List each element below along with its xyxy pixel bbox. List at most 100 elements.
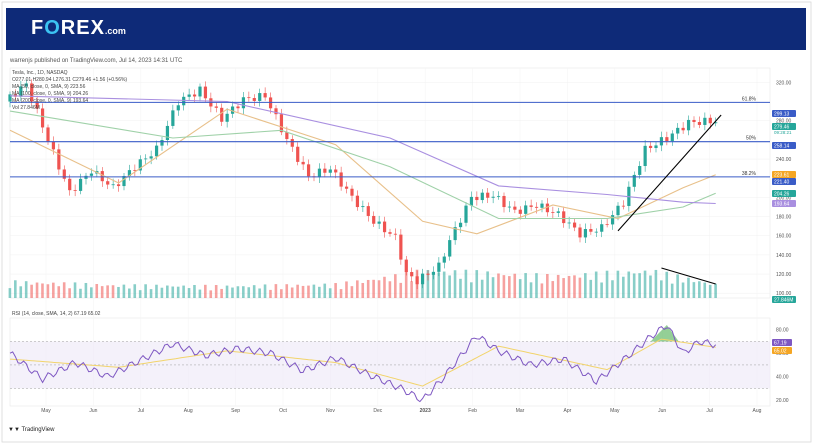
rsi-overbought-fill	[650, 325, 679, 342]
candle-body	[116, 184, 121, 187]
volume-bar	[144, 284, 147, 298]
volume-bar	[594, 271, 598, 298]
candle-body	[73, 190, 77, 191]
volume-bar	[339, 289, 343, 298]
candle-body	[388, 232, 392, 234]
volume-bar	[236, 286, 240, 298]
volume-bar	[361, 282, 365, 298]
volume-bar	[377, 280, 381, 298]
candle-body	[100, 171, 104, 182]
rsi-tick-label: 60.00	[776, 351, 789, 357]
volume-bar	[670, 283, 674, 298]
volume-bar	[394, 274, 397, 298]
volume-bar	[529, 282, 533, 298]
volume-bar	[155, 284, 158, 298]
candle-body	[372, 215, 376, 224]
axis-price-tag-text: 221.40	[774, 180, 790, 186]
candle-body	[274, 108, 278, 115]
volume-bar	[269, 289, 272, 298]
volume-bar	[220, 288, 223, 298]
volume-bar	[470, 282, 473, 298]
volume-bar	[622, 276, 625, 298]
candle-body	[475, 196, 479, 201]
volume-bar	[290, 287, 294, 298]
candle-body	[589, 229, 593, 232]
volume-bar	[122, 284, 126, 298]
candle-body	[382, 221, 387, 233]
legend-symbol: Tesla, Inc., 1D, NASDAQ	[12, 70, 68, 76]
volume-bar	[502, 275, 506, 298]
candle-body	[263, 93, 267, 98]
candle-body	[442, 256, 446, 263]
volume-bar	[52, 282, 55, 298]
volume-bar	[95, 284, 99, 298]
candle-body	[133, 170, 137, 171]
volume-bar	[8, 288, 12, 298]
legend-ma100: MA (100, close, 0, SMA, 9) 204.26	[12, 91, 89, 97]
candle-body	[78, 178, 83, 191]
axis-price-tag: 299.13	[772, 110, 796, 118]
volume-bar	[681, 282, 685, 298]
volume-bar	[176, 286, 180, 298]
volume-bar	[703, 282, 707, 298]
moving-average-line	[9, 110, 716, 220]
candle-body	[453, 227, 457, 241]
rsi-value-tag-bg	[772, 347, 792, 354]
volume-bar	[399, 282, 403, 298]
candle-body	[621, 205, 626, 207]
price-tick-label: 200.00	[776, 195, 792, 201]
candle-body	[670, 133, 674, 142]
volume-bar	[149, 289, 153, 298]
axis-price-tag-bg	[772, 123, 796, 130]
candle-body	[605, 224, 609, 226]
time-tick-label: May	[41, 408, 51, 414]
candle-body	[187, 94, 191, 97]
volume-bar	[73, 282, 77, 298]
candle-body	[165, 125, 170, 141]
time-tick-label: Dec	[373, 408, 382, 414]
candle-body	[480, 192, 484, 201]
volume-bar	[448, 275, 451, 298]
fib-level-label: 50%	[746, 136, 757, 142]
price-pane-frame	[9, 67, 771, 299]
candle-body	[518, 209, 522, 214]
candle-body	[160, 140, 164, 146]
volume-bar	[698, 281, 701, 298]
candle-body	[30, 83, 34, 102]
candle-body	[355, 195, 360, 208]
candle-body	[551, 212, 555, 213]
trendline	[661, 267, 716, 285]
candle-body	[35, 101, 39, 109]
rsi-value-tag-text: 67.19	[774, 341, 787, 347]
candle-body	[410, 272, 414, 277]
time-tick-label: Sep	[231, 408, 240, 414]
axis-price-tag: 204.26	[772, 190, 796, 198]
candle-body	[68, 178, 72, 191]
candle-body	[448, 240, 452, 257]
candle-body	[513, 206, 517, 210]
chart-legend: Tesla, Inc., 1D, NASDAQ O277.01 H280.94 …	[12, 70, 127, 112]
candle-body	[578, 227, 582, 238]
candle-body	[437, 262, 441, 272]
time-tick-label: Aug	[184, 408, 193, 414]
volume-bar	[68, 288, 71, 298]
candle-body	[616, 205, 620, 216]
candle-body	[491, 196, 495, 198]
candle-body	[344, 186, 349, 189]
axis-price-tag-bg	[772, 200, 796, 207]
axis-price-tag-bg	[772, 171, 796, 178]
candle-body	[600, 224, 604, 232]
volume-bar	[263, 284, 267, 298]
candle-body	[676, 127, 680, 134]
volume-bar	[627, 271, 631, 298]
moving-average-line	[9, 95, 716, 205]
candle-body	[714, 122, 718, 124]
candle-body	[648, 145, 653, 149]
candle-body	[258, 93, 262, 101]
rsi-tick-label: 40.00	[776, 375, 789, 381]
volume-bar	[692, 282, 696, 298]
forex-logo[interactable]: FOREX.com	[31, 17, 126, 39]
candle-body	[317, 168, 322, 178]
candle-body	[247, 97, 251, 99]
